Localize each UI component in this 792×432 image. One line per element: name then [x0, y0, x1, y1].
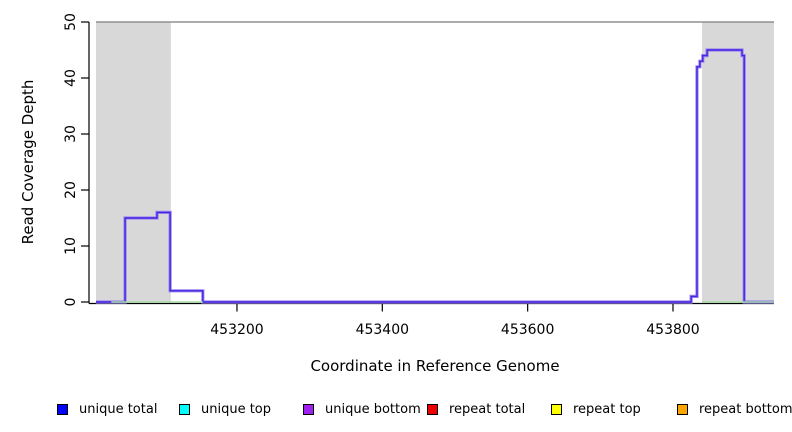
- legend-label: unique top: [201, 401, 272, 417]
- series-group: [96, 48, 774, 304]
- unique-coverage-line: [96, 49, 774, 303]
- repeat-bottom-swatch-icon: [677, 403, 688, 415]
- legend-item-repeat-total: repeat total: [427, 398, 525, 420]
- x-axis-title: Coordinate in Reference Genome: [310, 357, 559, 375]
- repeat-total-swatch-icon: [427, 403, 438, 415]
- y-tick-label: 40: [63, 69, 79, 87]
- x-tick-label: 453800: [646, 322, 699, 338]
- tick-labels-group: 0 10 20 30 40 50 453200 453400 453600 453800: [63, 13, 700, 338]
- y-axis-title: Read Coverage Depth: [19, 80, 37, 245]
- y-tick-label: 0: [63, 298, 79, 307]
- masked-region-bands: [96, 22, 774, 302]
- y-tick-label: 10: [63, 237, 79, 255]
- y-tick-label: 30: [63, 125, 79, 143]
- legend-item-repeat-bottom: repeat bottom: [677, 398, 792, 420]
- legend-label: unique total: [79, 401, 158, 417]
- legend-label: repeat total: [449, 401, 526, 417]
- y-tick-label: 20: [63, 181, 79, 199]
- legend-item-repeat-top: repeat top: [551, 398, 641, 420]
- repeat-top-swatch-icon: [551, 403, 562, 415]
- x-tick-label: 453200: [210, 322, 263, 338]
- legend-item-unique-total: unique total: [57, 398, 157, 420]
- legend-label: repeat top: [573, 401, 641, 417]
- coverage-chart: 0 10 20 30 40 50 453200 453400 453600 453800 Read…: [19, 13, 774, 375]
- x-tick-label: 453400: [356, 322, 409, 338]
- axes-group: [81, 21, 774, 312]
- legend-label: unique bottom: [325, 401, 421, 417]
- chart-legend: unique total unique top unique bottom re…: [0, 398, 792, 422]
- unique-coverage-line-halo: [96, 48, 774, 304]
- x-tick-label: 453600: [501, 322, 554, 338]
- legend-item-unique-top: unique top: [179, 398, 271, 420]
- masked-region-band: [702, 22, 774, 302]
- unique-total-swatch-icon: [57, 403, 68, 415]
- y-tick-label: 50: [63, 13, 79, 31]
- legend-item-unique-bottom: unique bottom: [303, 398, 421, 420]
- legend-label: repeat bottom: [699, 401, 792, 417]
- masked-region-band: [96, 22, 171, 302]
- unique-top-swatch-icon: [179, 403, 190, 415]
- unique-bottom-swatch-icon: [303, 403, 314, 415]
